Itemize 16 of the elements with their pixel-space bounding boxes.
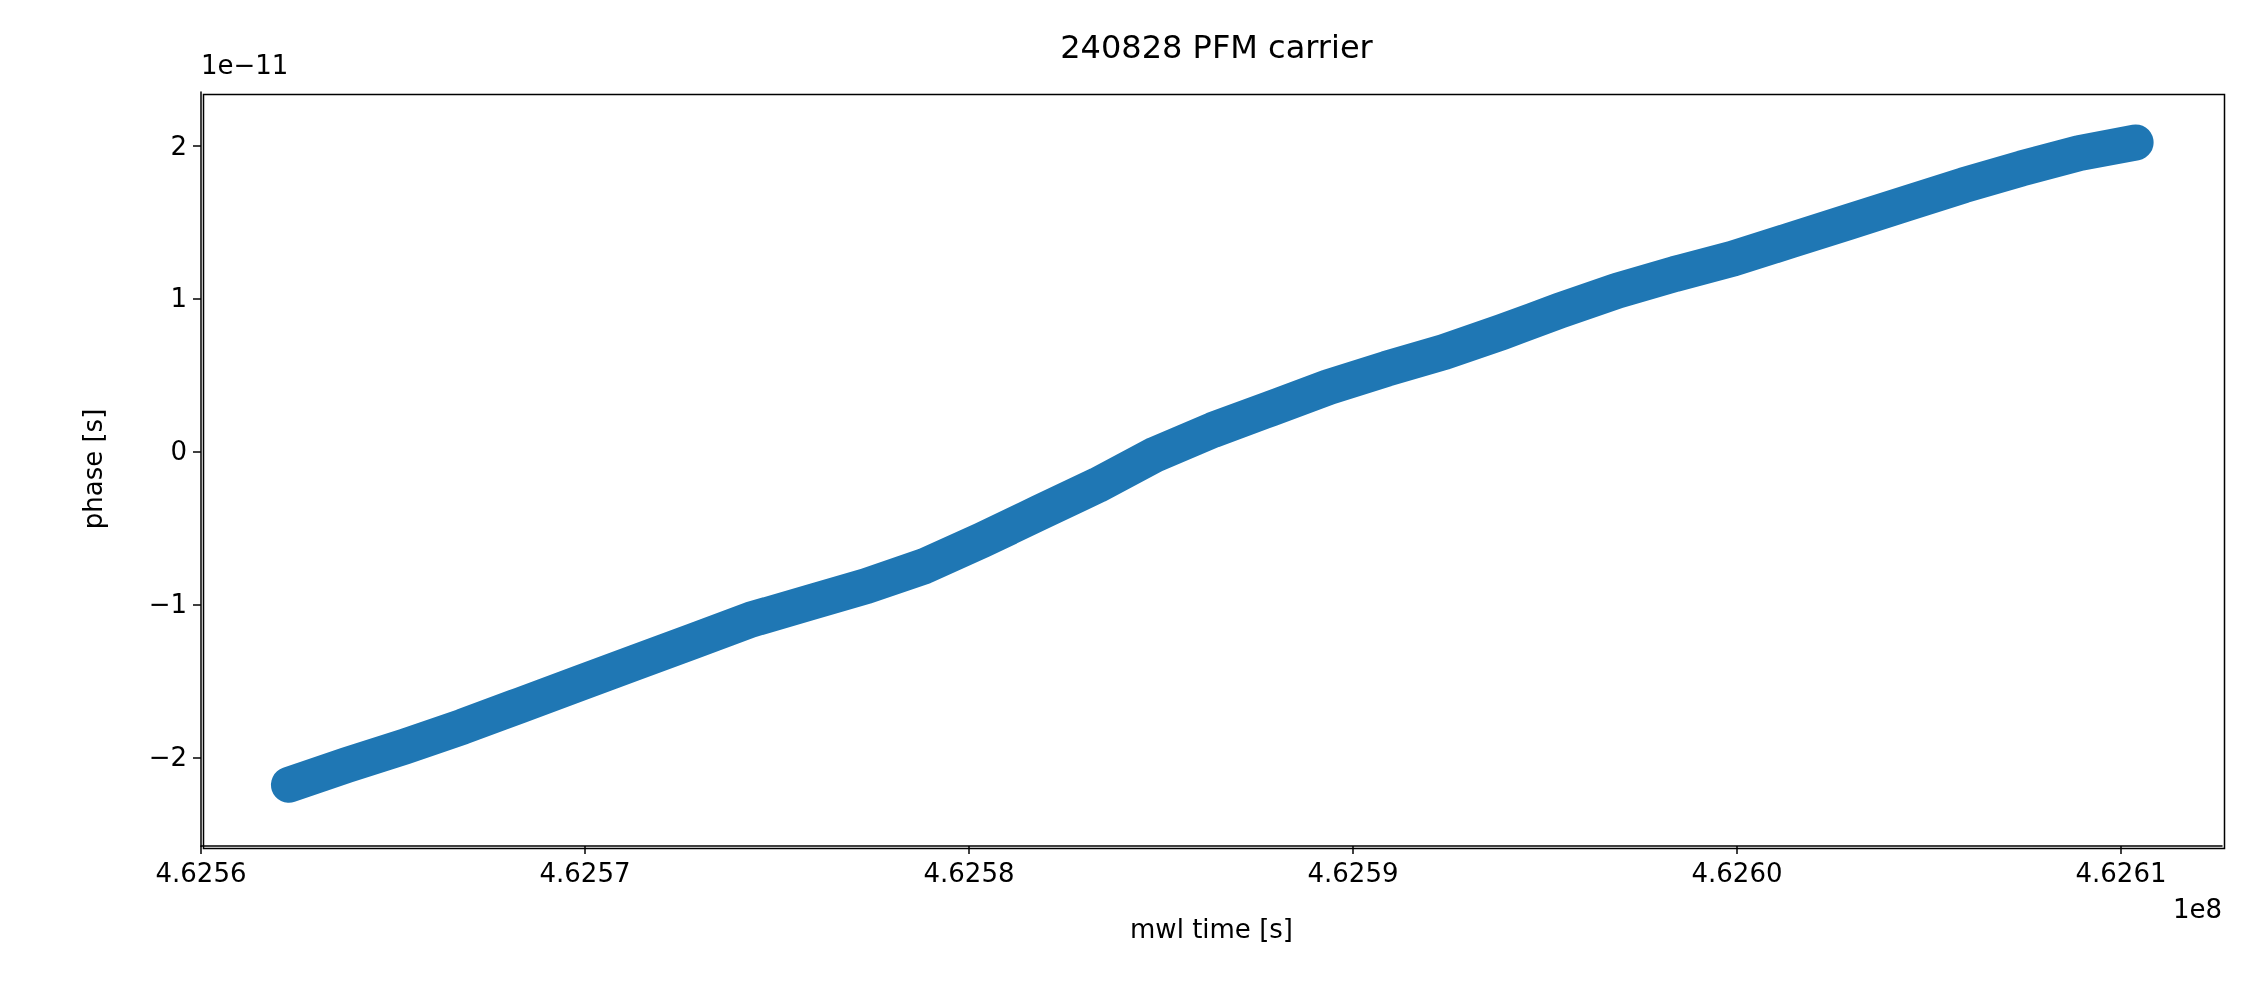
x-tick-label: 4.6256 [155,858,247,888]
y-axis-title: phase [s] [78,408,108,530]
y-tick-label: −1 [148,589,187,620]
x-axis-title: mwl time [s] [1130,914,1293,944]
y-tick-label: 2 [170,130,187,161]
chart-title: 240828 PFM carrier [1060,28,1374,66]
x-tick-label: 4.6258 [923,858,1015,888]
x-tick-label: 4.6257 [539,858,631,888]
x-tick-label: 4.6261 [2075,858,2167,888]
y-tick-label: −2 [148,742,187,773]
y-tick-label: 0 [170,436,187,467]
x-tick-label: 4.6259 [1307,858,1399,888]
y-tick-label: 1 [170,283,187,314]
text: 1e−11 [201,50,289,80]
text: 1e8 [2172,894,2223,924]
x-tick-label: 4.6260 [1691,858,1783,888]
